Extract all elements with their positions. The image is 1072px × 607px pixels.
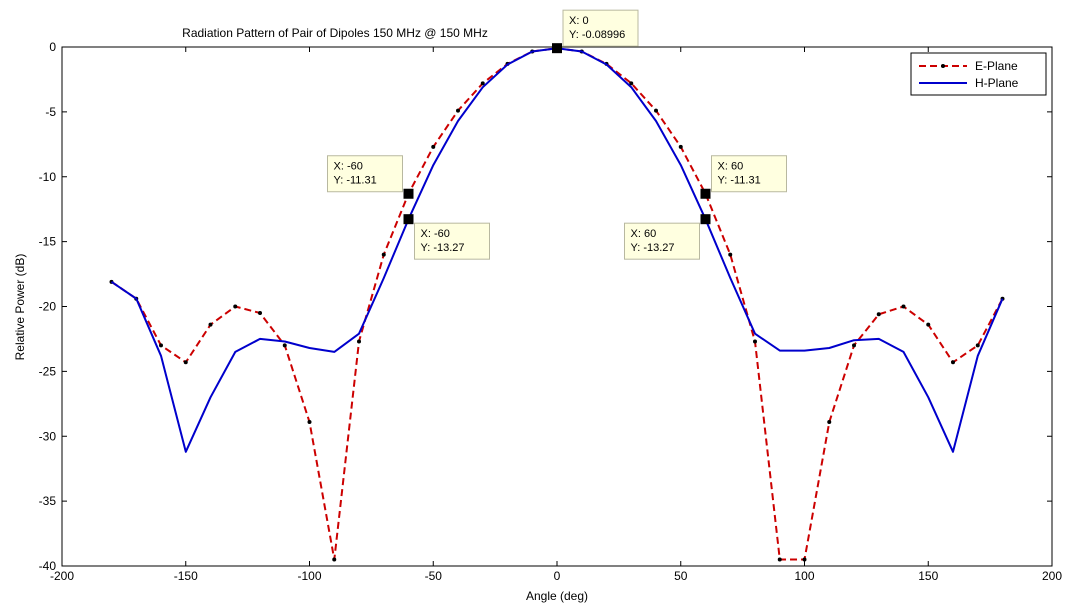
y-tick-label: -10	[39, 170, 57, 184]
e-plane-point	[629, 81, 634, 86]
e-plane-point	[258, 310, 262, 315]
e-plane-point	[827, 419, 832, 424]
x-tick-label: -50	[425, 569, 443, 583]
legend: E-Plane H-Plane	[910, 52, 1047, 96]
y-tick-label: -40	[39, 559, 57, 573]
datatip-x-label: X: 0	[569, 15, 589, 27]
y-tick-label: -15	[39, 235, 57, 249]
e-plane-point	[654, 108, 658, 113]
e-plane-point	[777, 557, 782, 562]
e-plane-point	[332, 557, 337, 562]
datatip-x-label: X: 60	[631, 228, 657, 240]
legend-label-e-plane: E-Plane	[975, 59, 1018, 73]
e-plane-point	[753, 339, 757, 344]
e-plane-point	[480, 81, 485, 86]
legend-label-h-plane: H-Plane	[975, 76, 1019, 90]
datatip-marker	[700, 188, 711, 199]
datatip-y-label: Y: -11.31	[718, 175, 761, 187]
datatip-y-label: Y: -11.31	[334, 175, 377, 187]
e-plane-point	[901, 304, 906, 309]
y-tick-label: -5	[45, 105, 56, 119]
x-tick-label: 150	[918, 569, 938, 583]
x-tick-label: 50	[674, 569, 688, 583]
e-plane-point	[431, 144, 436, 149]
axis-ticks: -200 -150 -100 -50 0 50 100 150 200 0 -5 -10 -15 -20 -…	[39, 40, 1063, 583]
datatip[interactable]: X: -60 Y: -13.27	[403, 214, 490, 260]
e-plane-point	[728, 252, 733, 257]
legend-box	[910, 52, 1047, 96]
y-tick-label: -30	[39, 429, 57, 443]
datatip-box	[562, 9, 639, 47]
y-tick-label: -25	[39, 364, 57, 378]
datatip-marker	[403, 214, 414, 225]
e-plane-point	[951, 360, 955, 365]
datatip-box	[624, 222, 700, 260]
x-axis-label: Angle (deg)	[526, 589, 588, 603]
x-tick-label: -200	[50, 569, 74, 583]
x-tick-label: -100	[297, 569, 321, 583]
e-plane-point	[456, 108, 460, 113]
datatip-y-label: Y: -13.27	[631, 242, 675, 254]
datatip-marker	[403, 188, 414, 199]
legend-marker-e-plane	[941, 64, 945, 68]
datatip-x-label: X: -60	[421, 228, 450, 240]
e-plane-point	[852, 343, 856, 348]
datatip[interactable]: X: 0 Y: -0.08996	[552, 9, 639, 54]
datatip-y-label: Y: -13.27	[421, 242, 465, 254]
x-tick-label: 200	[1042, 569, 1062, 583]
x-tick-label: 100	[794, 569, 814, 583]
y-tick-label: -35	[39, 494, 57, 508]
e-plane-point	[208, 322, 213, 327]
datatip-box	[414, 222, 490, 260]
y-tick-label: -20	[39, 300, 57, 314]
e-plane-point	[159, 343, 163, 348]
e-plane-point	[233, 304, 238, 309]
datatip[interactable]: X: 60 Y: -13.27	[624, 214, 711, 260]
datatip-x-label: X: -60	[334, 161, 363, 173]
e-plane-point	[381, 252, 386, 257]
datatip[interactable]: X: -60 Y: -11.31	[327, 155, 414, 199]
x-tick-label: 0	[554, 569, 561, 583]
datatip-marker	[552, 43, 562, 54]
e-plane-point	[926, 322, 931, 327]
chart-title: Radiation Pattern of Pair of Dipoles 150…	[182, 26, 488, 40]
datatip-box	[711, 155, 787, 193]
y-axis-label: Relative Power (dB)	[13, 254, 27, 361]
data-tips[interactable]: X: 0 Y: -0.08996 X: -60 Y: -11.31 X: -60 Y: -…	[327, 9, 787, 260]
e-plane-point	[307, 419, 312, 424]
datatip[interactable]: X: 60 Y: -11.31	[700, 155, 787, 199]
e-plane-point	[975, 343, 980, 348]
y-tick-label: 0	[49, 40, 56, 54]
datatip-y-label: Y: -0.08996	[569, 29, 625, 41]
datatip-x-label: X: 60	[718, 161, 744, 173]
plot-area	[61, 46, 1053, 567]
e-plane-point	[183, 360, 188, 365]
e-plane-point	[282, 343, 287, 348]
e-plane-point	[678, 144, 683, 149]
datatip-marker	[700, 214, 711, 225]
datatip-box	[327, 155, 403, 193]
e-plane-point	[357, 339, 361, 344]
e-plane-point	[876, 312, 881, 317]
e-plane-point	[802, 557, 807, 562]
x-tick-label: -150	[174, 569, 198, 583]
